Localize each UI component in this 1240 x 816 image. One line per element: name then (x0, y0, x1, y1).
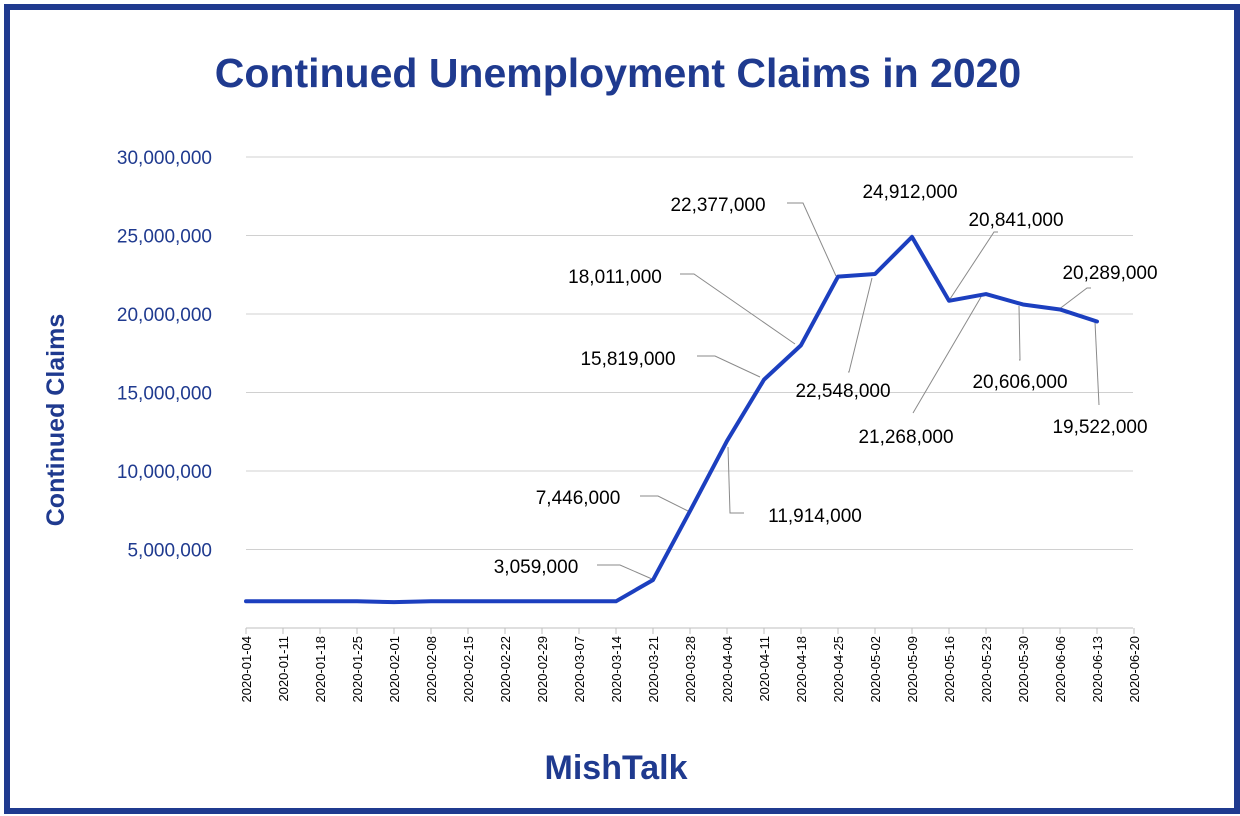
data-point (1021, 302, 1025, 306)
data-label: 20,841,000 (968, 210, 1063, 231)
data-label: 24,912,000 (862, 182, 957, 203)
x-tick-label: 2020-03-07 (572, 636, 587, 703)
x-tick-label: 2020-04-18 (794, 636, 809, 703)
y-tick-label: 5,000,000 (127, 541, 212, 562)
x-tick-label: 2020-05-30 (1016, 636, 1031, 703)
data-point (392, 600, 396, 604)
leader-line (787, 202, 837, 277)
x-tick-label: 2020-06-20 (1127, 636, 1142, 703)
x-tick-label: 2020-04-11 (757, 636, 772, 702)
data-label: 11,914,000 (768, 506, 862, 527)
data-label: 22,548,000 (795, 381, 890, 402)
y-tick-label: 10,000,000 (117, 462, 212, 483)
data-label: 18,011,000 (568, 267, 662, 288)
data-point (577, 599, 581, 603)
x-tick-label: 2020-03-14 (609, 636, 624, 703)
x-tick-label: 2020-01-11 (276, 636, 291, 702)
x-axis-label: MishTalk (545, 749, 688, 787)
x-tick-label: 2020-02-22 (498, 636, 513, 703)
data-point (836, 275, 840, 279)
y-axis-ticks: 5,000,000 10,000,000 15,000,000 20,000,000 2… (117, 148, 212, 562)
x-tick-label: 2020-04-25 (831, 636, 846, 703)
x-tick-label: 2020-02-29 (535, 636, 550, 703)
data-point (429, 599, 433, 603)
leader-line (680, 273, 796, 345)
leader-line (1018, 305, 1021, 361)
leader-line (640, 495, 689, 512)
leader-line (597, 564, 653, 580)
series-line (244, 234, 1099, 605)
x-tick-label: 2020-06-06 (1053, 636, 1068, 703)
chart-frame (4, 4, 1240, 814)
data-label: 22,377,000 (670, 195, 765, 216)
leader-line (912, 296, 982, 414)
data-label: 7,446,000 (536, 488, 621, 509)
x-tick-label: 2020-05-23 (979, 636, 994, 703)
data-point (651, 578, 655, 582)
x-tick-label: 2020-02-08 (424, 636, 439, 703)
data-point (799, 343, 803, 347)
data-point (725, 439, 729, 443)
data-point (1095, 320, 1099, 324)
series-layer (244, 234, 1099, 605)
y-axis-label: Continued Claims (42, 314, 70, 527)
x-tick-label: 2020-03-28 (683, 636, 698, 703)
y-tick-label: 20,000,000 (117, 305, 212, 326)
data-labels: 3,059,000 7,446,000 11,914,000 15,819,000 18… (494, 182, 1158, 578)
data-point (873, 272, 877, 276)
x-tick-label: 2020-01-25 (350, 636, 365, 703)
data-point (910, 235, 914, 239)
x-tick-label: 2020-02-01 (387, 636, 402, 703)
x-tick-label: 2020-03-21 (646, 636, 661, 703)
x-tick-label: 2020-01-04 (239, 636, 254, 703)
data-point (466, 599, 470, 603)
data-point (503, 599, 507, 603)
data-point (1058, 307, 1062, 311)
leader-line (949, 231, 998, 300)
data-point (244, 599, 248, 603)
data-point (540, 599, 544, 603)
data-point (984, 292, 988, 296)
chart-title: Continued Unemployment Claims in 2020 (215, 50, 1022, 96)
leader-line (697, 355, 761, 378)
x-tick-label: 2020-05-09 (905, 636, 920, 703)
data-label: 15,819,000 (580, 349, 675, 370)
leader-line (1057, 287, 1091, 311)
data-point (318, 599, 322, 603)
y-tick-label: 30,000,000 (117, 148, 212, 169)
data-label: 21,268,000 (858, 427, 953, 448)
leader-line (848, 277, 873, 373)
x-tick-label: 2020-01-18 (313, 636, 328, 703)
leader-line (1094, 321, 1100, 406)
x-tick-label: 2020-05-02 (868, 636, 883, 703)
x-tick-label: 2020-05-16 (942, 636, 957, 703)
x-tick-label: 2020-04-04 (720, 636, 735, 703)
data-label: 20,289,000 (1062, 263, 1157, 284)
data-label: 20,606,000 (972, 372, 1067, 393)
x-tick-label: 2020-02-15 (461, 636, 476, 703)
grid-lines (246, 156, 1133, 550)
leader-line (727, 446, 744, 514)
data-label: 19,522,000 (1052, 417, 1147, 438)
data-point (614, 599, 618, 603)
label-leader-lines (597, 202, 1100, 580)
data-point (355, 599, 359, 603)
y-tick-label: 15,000,000 (117, 384, 212, 405)
data-point (281, 599, 285, 603)
x-axis: 2020-01-04 2020-01-11 2020-01-18 2020-01-25… (239, 627, 1142, 703)
data-point (688, 509, 692, 513)
x-tick-label: 2020-06-13 (1090, 636, 1105, 703)
data-label: 3,059,000 (494, 557, 579, 578)
y-tick-label: 25,000,000 (117, 227, 212, 248)
data-point (762, 378, 766, 382)
data-point (947, 299, 951, 303)
